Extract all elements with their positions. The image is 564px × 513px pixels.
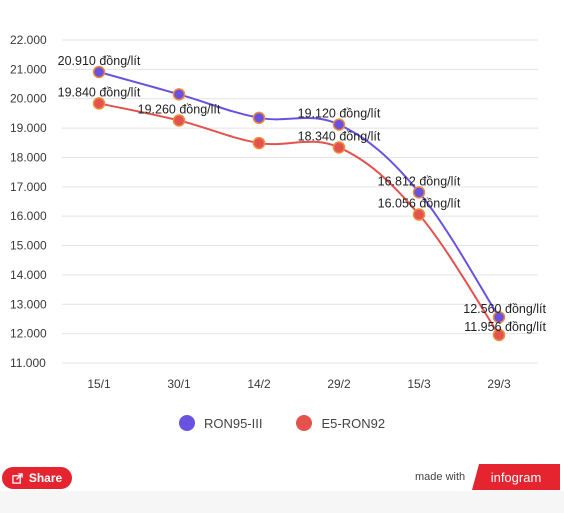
data-label: 19.260 đồng/lít — [138, 102, 221, 116]
legend-item-ron95[interactable]: RON95-III — [178, 415, 263, 431]
y-tick-label: 18.000 — [10, 150, 47, 164]
data-point — [92, 97, 106, 110]
data-point — [412, 208, 426, 221]
line-chart: 22.000 21.000 20.000 19.000 18.000 17.000 16.0… — [10, 33, 547, 391]
data-label: 19.840 đồng/lít — [58, 85, 141, 99]
data-point — [92, 65, 106, 79]
share-icon — [12, 472, 23, 484]
data-point — [172, 114, 186, 127]
y-tick-label: 22.000 — [10, 33, 47, 47]
y-tick-label: 15.000 — [10, 239, 47, 253]
data-label: 16.812 đồng/lít — [378, 174, 461, 188]
data-label: 18.340 đồng/lít — [298, 129, 381, 143]
data-point — [332, 118, 346, 131]
y-tick-label: 21.000 — [10, 62, 47, 76]
data-point — [412, 186, 426, 199]
x-tick-label: 15/1 — [87, 377, 111, 391]
data-point — [252, 111, 266, 125]
infogram-logo[interactable]: infogram — [472, 464, 560, 490]
data-label: 16.056 đồng/lít — [378, 197, 461, 211]
chart-legend: RON95-III E5-RON92 — [0, 415, 564, 431]
data-point — [332, 141, 346, 154]
x-tick-label: 14/2 — [247, 377, 271, 391]
x-tick-label: 30/1 — [167, 377, 191, 391]
data-point — [172, 88, 186, 101]
share-button[interactable]: Share — [2, 467, 72, 489]
footer-bar — [0, 462, 564, 513]
infogram-brand: infogram — [490, 469, 542, 485]
legend-label-e5: E5-RON92 — [321, 415, 386, 431]
x-tick-label: 29/3 — [487, 377, 511, 391]
data-point — [252, 136, 266, 150]
data-label: 12.560 đồng/lít — [463, 302, 546, 316]
legend-item-e5[interactable]: E5-RON92 — [296, 415, 385, 431]
data-label: 20.910 đồng/lít — [58, 54, 141, 68]
y-tick-label: 12.000 — [10, 327, 47, 341]
x-tick-label: 15/3 — [407, 377, 431, 391]
legend-label-ron95: RON95-III — [203, 415, 263, 431]
y-tick-label: 14.000 — [10, 268, 47, 282]
data-point — [492, 328, 506, 342]
data-label: 19.120 đồng/lít — [298, 107, 381, 121]
y-tick-label: 16.000 — [10, 209, 47, 223]
y-tick-label: 13.000 — [10, 297, 47, 311]
y-tick-label: 11.000 — [10, 356, 46, 370]
x-tick-label: 29/2 — [327, 377, 351, 391]
y-tick-label: 20.000 — [10, 92, 47, 106]
y-tick-label: 17.000 — [10, 180, 47, 194]
share-label: Share — [28, 471, 63, 485]
made-with-text: made with — [415, 471, 466, 483]
data-label: 11.956 đồng/lít — [464, 320, 546, 334]
legend-dot-e5 — [296, 415, 313, 431]
data-point — [492, 310, 506, 324]
legend-dot-ron95 — [178, 415, 195, 431]
y-tick-label: 19.000 — [10, 121, 47, 135]
